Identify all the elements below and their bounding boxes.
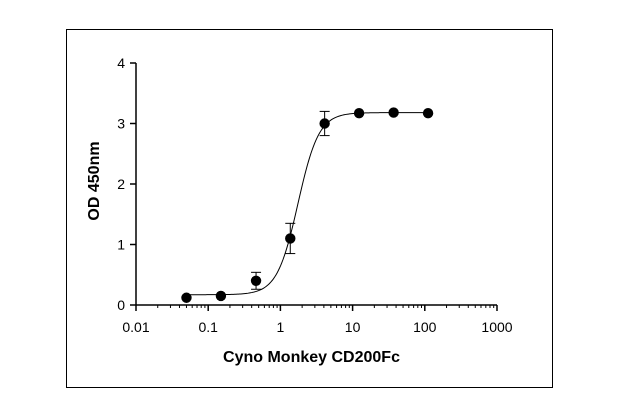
data-point [250, 275, 262, 286]
data-points [181, 107, 434, 303]
data-point [353, 108, 365, 119]
y-tick-label: 0 [117, 297, 125, 313]
x-tick-label: 10 [345, 319, 361, 335]
x-tick-label: 1 [277, 319, 285, 335]
axes [135, 63, 497, 306]
data-point [215, 290, 227, 302]
y-axis-label: OD 450nm [86, 141, 103, 220]
data-point [422, 108, 434, 119]
y-tick-label: 2 [117, 176, 125, 192]
data-point [388, 107, 399, 118]
y-tick-label: 1 [117, 237, 125, 253]
x-ticks: 0.01 0.1 1 10 100 1000 [122, 305, 513, 335]
y-ticks: 0 1 2 3 4 [117, 55, 136, 313]
x-tick-label: 0.01 [122, 319, 149, 335]
error-bars [251, 110, 330, 290]
data-point [181, 292, 192, 303]
data-point [319, 118, 330, 129]
x-tick-label: 100 [413, 319, 437, 335]
chart-frame [66, 29, 553, 388]
data-point [285, 233, 296, 244]
fit-curve [186, 112, 429, 296]
x-tick-label: 0.1 [198, 319, 218, 335]
y-tick-label: 3 [117, 116, 125, 132]
x-axis-label: Cyno Monkey CD200Fc [223, 349, 400, 366]
x-tick-label: 1000 [481, 319, 512, 335]
y-tick-label: 4 [117, 55, 125, 71]
